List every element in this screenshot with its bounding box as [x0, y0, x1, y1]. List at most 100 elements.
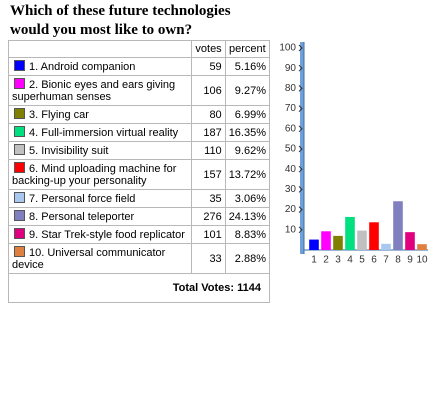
color-swatch — [14, 60, 25, 71]
result-row: 3. Flying car 80 6.99% — [7, 105, 271, 124]
percent: 9.62% — [224, 141, 271, 160]
votes: 157 — [191, 159, 226, 190]
y-tick-label: 50 — [285, 144, 297, 155]
result-row: 2. Bionic eyes and ears giving superhuma… — [7, 75, 271, 106]
column-header: votes — [191, 40, 226, 58]
option-label: 5. Invisibility suit — [29, 145, 109, 157]
option-label: 6. Mind uploading machine for backing-up… — [12, 163, 177, 187]
option-label: 2. Bionic eyes and ears giving superhuma… — [12, 79, 176, 103]
option-label: 10. Universal communicator device — [12, 247, 166, 271]
bar — [405, 232, 415, 250]
color-swatch — [14, 126, 25, 137]
percent: 9.27% — [224, 75, 271, 106]
tick-mark — [298, 125, 303, 133]
color-swatch — [14, 144, 25, 155]
tick-mark — [298, 226, 303, 234]
total-row: Total Votes: 1144 — [8, 273, 270, 303]
y-tick-label: 40 — [285, 164, 297, 175]
option-cell: 2. Bionic eyes and ears giving superhuma… — [7, 75, 193, 106]
header-row: votes percent — [7, 40, 271, 58]
result-row: 8. Personal teleporter 276 24.13% — [7, 207, 271, 226]
total-cell: Total Votes: 1144 — [8, 273, 270, 303]
axis-wall — [300, 42, 304, 254]
results-table: votes percent 1. Android companion 59 5.16… — [7, 40, 271, 303]
bar — [321, 231, 331, 250]
y-tick-label: 30 — [285, 184, 297, 195]
option-cell: 5. Invisibility suit — [7, 141, 193, 160]
color-swatch — [14, 228, 25, 239]
result-row: 5. Invisibility suit 110 9.62% — [7, 141, 271, 160]
votes: 106 — [191, 75, 226, 106]
column-header: percent — [224, 40, 271, 58]
bar — [393, 201, 403, 250]
percent: 8.83% — [224, 225, 271, 244]
total-label: Total Votes: — [172, 282, 235, 294]
percent: 6.99% — [224, 105, 271, 124]
votes: 80 — [191, 105, 226, 124]
tick-mark — [298, 165, 303, 173]
tick-mark — [298, 186, 303, 193]
bar — [333, 235, 343, 250]
y-tick-label: 10 — [285, 224, 297, 235]
tick-mark — [298, 206, 303, 213]
option-cell: 8. Personal teleporter — [7, 207, 193, 226]
option-label: 3. Flying car — [29, 109, 89, 121]
bar — [417, 244, 427, 250]
result-row: 7. Personal force field 35 3.06% — [7, 189, 271, 208]
tick-mark — [298, 64, 303, 72]
votes: 187 — [191, 123, 226, 142]
votes: 276 — [191, 207, 226, 226]
x-tick-label: 5 — [359, 255, 365, 266]
poll-title: Which of these future technologies would… — [10, 3, 231, 38]
y-tick-label: 100 — [279, 43, 296, 54]
votes: 33 — [191, 243, 226, 274]
color-swatch — [14, 246, 25, 257]
y-tick-label: 70 — [285, 103, 297, 114]
tick-mark — [298, 85, 303, 92]
percent: 24.13% — [224, 207, 271, 226]
votes: 59 — [191, 57, 226, 76]
option-cell: 4. Full-immersion virtual reality — [7, 123, 193, 142]
percent: 5.16% — [224, 57, 271, 76]
tick-mark — [298, 145, 303, 153]
y-tick-label: 20 — [285, 204, 297, 215]
bar — [345, 216, 355, 250]
tick-mark — [298, 44, 303, 52]
option-cell: 10. Universal communicator device — [7, 243, 193, 274]
percent: 2.88% — [224, 243, 271, 274]
result-row: 9. Star Trek-style food replicator 101 8.8… — [7, 225, 271, 244]
percent: 13.72% — [224, 159, 271, 190]
option-cell: 9. Star Trek-style food replicator — [7, 225, 193, 244]
option-cell: 6. Mind uploading machine for backing-up… — [7, 159, 193, 190]
bar — [309, 239, 319, 250]
result-row: 6. Mind uploading machine for backing-up… — [7, 159, 271, 190]
y-tick-label: 90 — [285, 63, 297, 74]
option-label: 4. Full-immersion virtual reality — [29, 127, 179, 139]
option-cell: 3. Flying car — [7, 105, 193, 124]
color-swatch — [14, 192, 25, 203]
x-tick-label: 7 — [383, 255, 389, 266]
x-tick-label: 2 — [323, 255, 329, 266]
color-swatch — [14, 162, 25, 173]
votes: 110 — [191, 141, 226, 160]
option-label: 9. Star Trek-style food replicator — [29, 229, 185, 241]
x-tick-label: 3 — [335, 255, 341, 266]
x-tick-label: 10 — [416, 255, 428, 266]
result-row: 4. Full-immersion virtual reality 187 16.3… — [7, 123, 271, 142]
result-row: 10. Universal communicator device 33 2.88% — [7, 243, 271, 274]
color-swatch — [14, 108, 25, 119]
option-label: 8. Personal teleporter — [29, 211, 135, 223]
option-label: 7. Personal force field — [29, 193, 136, 205]
percent: 16.35% — [224, 123, 271, 142]
y-tick-label: 80 — [285, 83, 297, 94]
x-tick-label: 1 — [311, 255, 317, 266]
rows: 1. Android companion 59 5.16% 2. Bionic eye… — [7, 57, 271, 274]
color-swatch — [14, 78, 25, 89]
tick-mark — [298, 105, 303, 112]
color-swatch — [14, 210, 25, 221]
votes: 101 — [191, 225, 226, 244]
option-cell: 7. Personal force field — [7, 189, 193, 208]
total-value: 1144 — [237, 282, 261, 294]
